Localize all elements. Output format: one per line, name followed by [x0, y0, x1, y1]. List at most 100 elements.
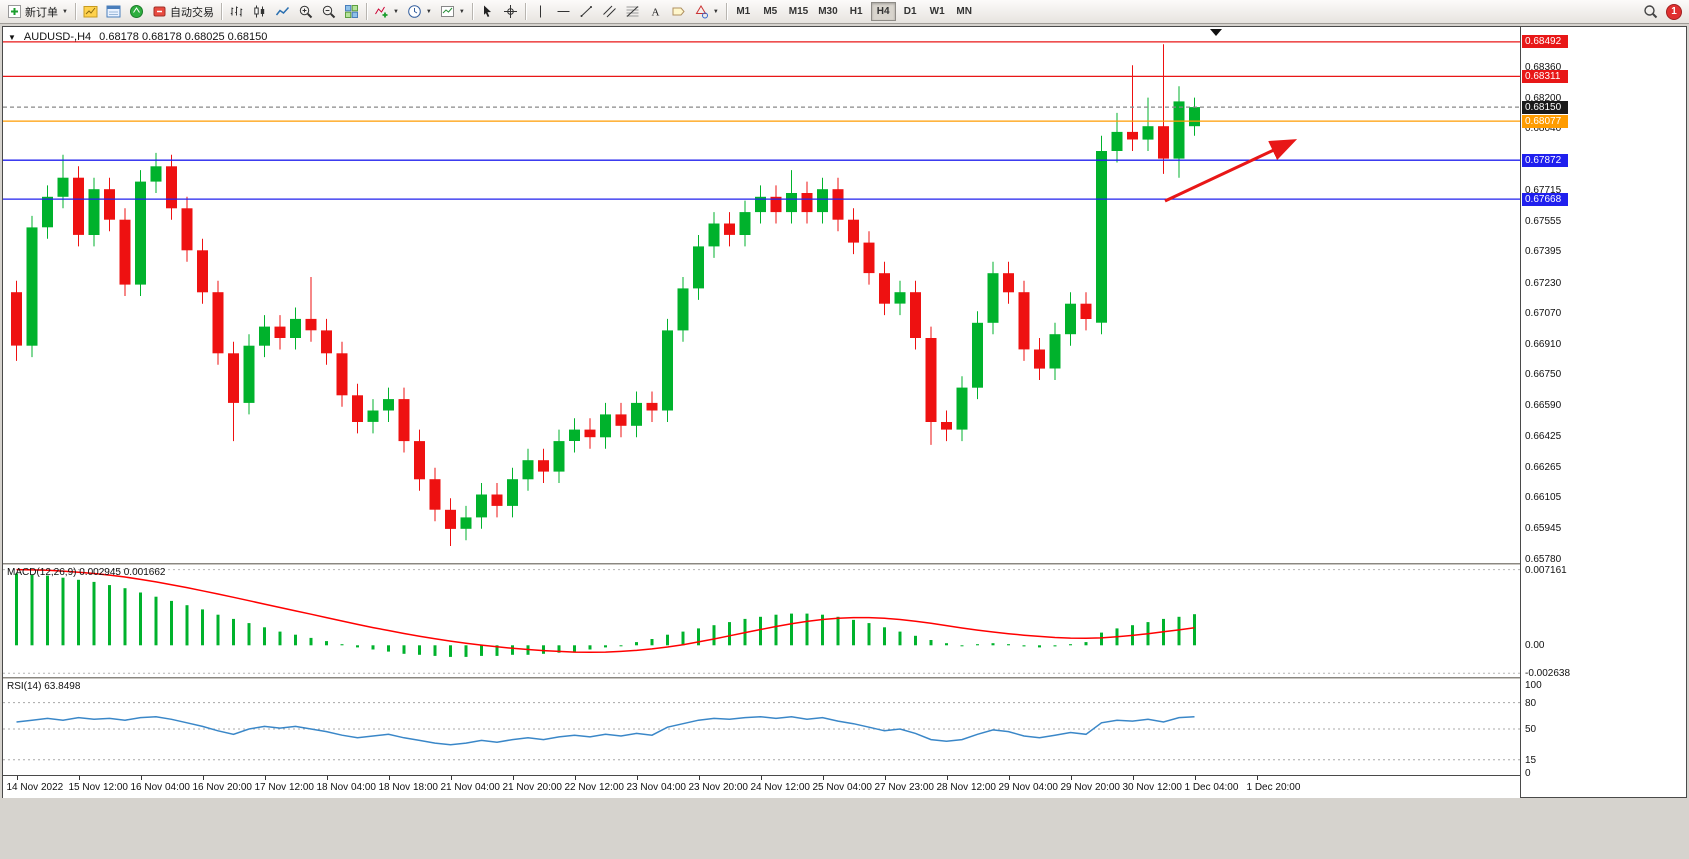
toolbar-separator: [74, 3, 76, 20]
price-tick-label: 0.68360: [1525, 62, 1562, 73]
crosshair-icon: [503, 5, 517, 18]
time-label: 15 Nov 12:00: [68, 782, 129, 793]
search-icon: [1644, 5, 1658, 19]
toolbar-separator: [365, 3, 367, 20]
zoom-out-button[interactable]: [317, 1, 340, 22]
candlestick-chart-button[interactable]: [248, 1, 271, 22]
price-chart-plot[interactable]: [3, 27, 1520, 563]
timeframe-d1-button[interactable]: D1: [903, 6, 917, 17]
vertical-line-button[interactable]: [529, 1, 552, 22]
line-chart-button[interactable]: [271, 1, 294, 22]
price-axis[interactable]: 0.68360 0.68200 0.68040 0.67715 0.67555 0.673…: [1520, 27, 1686, 797]
cursor-button[interactable]: [476, 1, 499, 22]
toolbar-separator: [725, 3, 727, 20]
tile-windows-button[interactable]: [340, 1, 363, 22]
price-tick-label: 0.66590: [1525, 400, 1562, 411]
timeframe-m30-button[interactable]: M30: [818, 6, 838, 17]
autotrade-button[interactable]: 自动交易: [148, 1, 218, 22]
rsi-plot[interactable]: [3, 679, 1520, 775]
time-tick: [78, 776, 80, 780]
macd-tick-label: -0.002638: [1525, 668, 1571, 679]
toolbar-separator: [471, 3, 473, 20]
zoom-out-icon: [322, 5, 336, 19]
rsi-tick-label: 15: [1525, 755, 1537, 766]
time-tick: [1132, 776, 1134, 780]
search-button[interactable]: [1639, 1, 1662, 22]
tile-windows-icon: [344, 5, 358, 18]
time-label: 23 Nov 04:00: [626, 782, 687, 793]
notification-badge[interactable]: 1: [1666, 3, 1682, 20]
price-badge: 0.68492: [1522, 35, 1568, 48]
timeframe-m15-button[interactable]: M15: [788, 6, 809, 17]
time-tick: [574, 776, 576, 780]
shift-marker[interactable]: [1210, 29, 1222, 36]
channel-icon: [602, 5, 616, 18]
timeframe-m1-button[interactable]: M1: [736, 6, 751, 17]
profiles-button[interactable]: [79, 1, 102, 22]
chevron-down-icon: ▼: [425, 8, 432, 15]
templates-button[interactable]: ▼: [436, 1, 469, 22]
chart-window[interactable]: ▼ AUDUSD-,H4 0.68178 0.68178 0.68025 0.6…: [2, 26, 1687, 798]
time-label: 29 Nov 04:00: [998, 782, 1059, 793]
label-button[interactable]: [667, 1, 690, 22]
svg-text:A: A: [651, 7, 659, 19]
one-click-trading-toggle[interactable]: ▼: [8, 32, 16, 42]
chart-header: ▼ AUDUSD-,H4 0.68178 0.68178 0.68025 0.6…: [8, 31, 267, 43]
candlestick-chart-icon: [254, 5, 265, 18]
shapes-icon: [695, 5, 708, 19]
time-tick: [636, 776, 638, 780]
time-label: 18 Nov 04:00: [316, 782, 377, 793]
time-tick: [1070, 776, 1072, 780]
time-tick: [822, 776, 824, 780]
panel-splitter[interactable]: [3, 677, 1520, 679]
bar-chart-button[interactable]: [225, 1, 248, 22]
autotrade-label: 自动交易: [169, 6, 214, 19]
timeframe-h1-button[interactable]: H1: [849, 6, 863, 17]
trendline-icon: [580, 6, 592, 17]
toolbar-separator: [220, 3, 222, 20]
horizontal-line-button[interactable]: [552, 1, 575, 22]
vertical-line-icon: [539, 5, 541, 18]
shapes-button[interactable]: ▼: [690, 1, 723, 22]
indicators-icon: [375, 6, 388, 18]
indicators-button[interactable]: ▼: [370, 1, 403, 22]
time-label: 1 Dec 20:00: [1246, 782, 1301, 793]
time-label: 27 Nov 23:00: [874, 782, 935, 793]
trend-arrow[interactable]: [1164, 139, 1298, 203]
zoom-in-button[interactable]: [294, 1, 317, 22]
time-axis[interactable]: 14 Nov 2022 15 Nov 12:00 16 Nov 04:00 16 No…: [3, 775, 1520, 798]
horizontal-line-icon: [557, 11, 570, 12]
timeframe-w1-button[interactable]: W1: [929, 6, 945, 17]
price-badge: 0.68150: [1522, 101, 1568, 114]
time-label: 1 Dec 04:00: [1184, 782, 1239, 793]
price-tick-label: 0.67395: [1525, 246, 1562, 257]
periods-button[interactable]: ▼: [403, 1, 436, 22]
time-label: 25 Nov 04:00: [812, 782, 873, 793]
time-tick: [1256, 776, 1258, 780]
crosshair-button[interactable]: [499, 1, 522, 22]
timeframe-mn-button[interactable]: MN: [956, 6, 972, 17]
price-tick-label: 0.66265: [1525, 462, 1562, 473]
fibonacci-button[interactable]: [621, 1, 644, 22]
timeframe-m5-button[interactable]: M5: [763, 6, 778, 17]
rsi-tick-label: 0: [1525, 768, 1531, 779]
trendline-button[interactable]: [575, 1, 598, 22]
time-tick: [512, 776, 514, 780]
price-badge: 0.68311: [1522, 70, 1568, 83]
time-label: 21 Nov 20:00: [502, 782, 563, 793]
timeframe-h4-button[interactable]: H4: [870, 2, 896, 21]
new-order-button[interactable]: 新订单 ▼: [3, 1, 72, 22]
channel-button[interactable]: [598, 1, 621, 22]
macd-indicator-label: MACD(12,26,9) 0.002945 0.001662: [7, 567, 166, 578]
time-tick: [698, 776, 700, 780]
time-label: 22 Nov 12:00: [564, 782, 625, 793]
time-tick: [884, 776, 886, 780]
macd-plot[interactable]: [3, 565, 1520, 677]
market-watch-button[interactable]: [102, 1, 125, 22]
navigator-button[interactable]: [125, 1, 148, 22]
zoom-in-icon: [299, 5, 313, 19]
fibonacci-icon: [626, 6, 639, 17]
time-tick: [16, 776, 18, 780]
panel-splitter[interactable]: [3, 563, 1520, 565]
text-button[interactable]: A: [644, 1, 667, 22]
